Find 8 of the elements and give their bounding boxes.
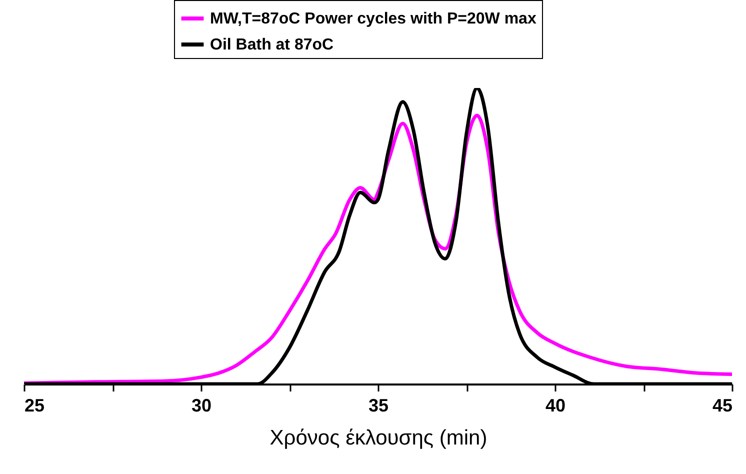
x-tick-label: 40 xyxy=(545,396,566,416)
x-tick-label: 45 xyxy=(712,396,732,416)
x-axis-title: Χρόνος έκλουσης (min) xyxy=(270,426,488,450)
x-tick-label: 25 xyxy=(24,396,45,416)
legend-label: Oil Bath at 87oC xyxy=(210,36,334,54)
x-tick-label: 30 xyxy=(191,396,212,416)
legend-label: MW,T=87oC Power cycles with P=20W max xyxy=(210,10,536,28)
x-tick-label: 35 xyxy=(368,396,389,416)
